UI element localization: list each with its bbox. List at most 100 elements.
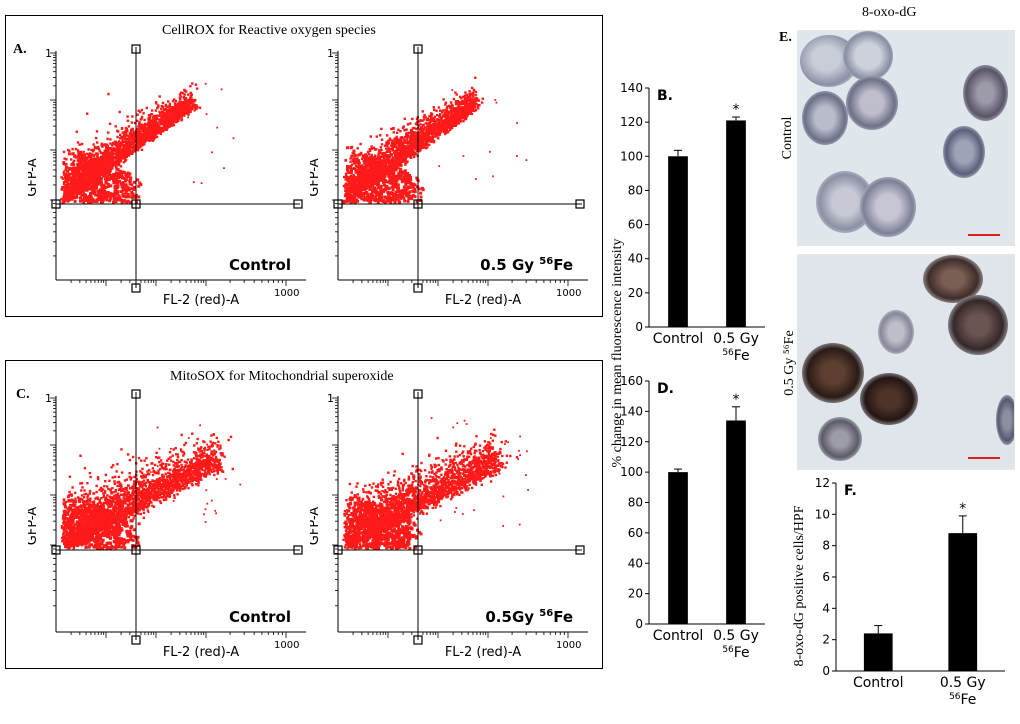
bar-1	[948, 533, 978, 671]
gate-handle-0	[131, 389, 141, 399]
panel-c-letter: C.	[16, 387, 30, 402]
flow-plot-c-fe: 1 1000 GFP-A FL-2 (red)-A 0.5Gy 56Fe	[310, 389, 588, 660]
scatter-points	[60, 82, 235, 205]
x-max-label: 1000	[274, 288, 299, 299]
panel-a-letter: A.	[13, 42, 27, 57]
scatter-points	[342, 76, 528, 204]
x-max-label: 1000	[274, 640, 299, 651]
y-tick-label: 160	[620, 374, 643, 388]
gate-handle-0	[413, 44, 423, 54]
scatter-points	[342, 417, 529, 550]
chart-letter: F.	[844, 483, 857, 499]
x-tick-label-0: Control	[653, 331, 704, 347]
y-tick-label: 80	[628, 496, 643, 510]
flow-plot-a-control: 1 1000 GFP-A FL-2 (red)-A Control	[28, 44, 306, 308]
y-max-label: 1	[45, 392, 52, 405]
x-tick-label-1: 0.5 Gy	[713, 331, 759, 347]
y-tick-label: 2	[822, 633, 830, 647]
gate-handle-1	[51, 199, 61, 209]
y-tick-label: 20	[628, 286, 643, 300]
y-axis-label: GFP-A	[28, 158, 40, 197]
y-tick-label: 0	[635, 617, 643, 631]
y-tick-label: 0	[635, 320, 643, 334]
sample-label: 0.5Gy 56Fe	[485, 608, 573, 626]
x-tick-label-1: 0.5 Gy	[940, 675, 986, 691]
gate-handle-0	[131, 44, 141, 54]
gate-handle-2	[413, 199, 423, 209]
x-tick-label-1: 0.5 Gy	[713, 628, 759, 644]
bar-0	[863, 633, 893, 671]
gate-handle-1	[51, 545, 61, 555]
y-tick-label: 60	[628, 218, 643, 232]
gate-handle-4	[131, 635, 141, 645]
y-axis-label: GFP-A	[310, 507, 322, 546]
y-tick-label: 20	[628, 587, 643, 601]
y-tick-label: 100	[620, 465, 643, 479]
scale-bar-fe	[968, 457, 1000, 459]
panel-c-title: MitoSOX for Mitochondrial superoxide	[170, 369, 394, 384]
sample-label: Control	[229, 608, 291, 626]
y-tick-label: 120	[620, 435, 643, 449]
chart-letter: D.	[657, 381, 674, 397]
x-max-label: 1000	[556, 640, 581, 651]
micrograph-row-label-control: Control	[780, 116, 795, 160]
x-tick-label-0: Control	[853, 675, 904, 691]
y-axis-label: GFP-A	[28, 507, 40, 546]
y-tick-label: 4	[822, 601, 830, 615]
x-tick-label-0: Control	[653, 628, 704, 644]
y-tick-label: 120	[620, 115, 643, 129]
micrograph-control	[797, 30, 1015, 246]
micrograph-fe	[797, 254, 1015, 470]
gate-handle-4	[413, 283, 423, 293]
panel-e-letter: E.	[779, 30, 792, 45]
bar-1	[726, 420, 746, 624]
x-axis-label: FL-2 (red)-A	[163, 293, 239, 308]
x-axis-label: FL-2 (red)-A	[445, 293, 521, 308]
y-tick-label: 100	[620, 149, 643, 163]
chart-letter: B.	[657, 88, 673, 104]
flow-plot-a-fe: 1 1000 GFP-A FL-2 (red)-A 0.5 Gy 56Fe	[310, 44, 588, 308]
significance-mark-1: *	[733, 392, 740, 408]
x-axis-label: FL-2 (red)-A	[163, 645, 239, 660]
y-tick-label: 12	[815, 476, 830, 490]
flow-plot-c-control: 1 1000 GFP-A FL-2 (red)-A Control	[28, 389, 306, 660]
y-tick-label: 140	[620, 404, 643, 418]
gate-handle-3	[575, 199, 585, 209]
x-max-label: 1000	[556, 288, 581, 299]
bar-1	[726, 120, 746, 327]
y-tick-label: 6	[822, 570, 830, 584]
scale-bar-control	[968, 234, 1000, 236]
sample-label: 0.5 Gy 56Fe	[480, 256, 573, 274]
y-tick-label: 40	[628, 252, 643, 266]
sample-label: Control	[229, 256, 291, 274]
gate-handle-0	[413, 389, 423, 399]
significance-mark-1: *	[733, 102, 740, 118]
micrograph-row-label-fe: 0.5 Gy ⁵⁶Fe	[782, 330, 797, 396]
y-max-label: 1	[45, 47, 52, 60]
gate-handle-2	[413, 545, 423, 555]
scatter-points	[60, 424, 242, 550]
gate-handle-2	[131, 199, 141, 209]
bar-0	[668, 156, 688, 327]
y-tick-label: 140	[620, 81, 643, 95]
y-tick-label: 60	[628, 526, 643, 540]
gate-handle-1	[333, 545, 343, 555]
gate-handle-4	[413, 635, 423, 645]
x-axis-label: FL-2 (red)-A	[445, 645, 521, 660]
y-max-label: 1	[327, 392, 334, 405]
gate-handle-2	[131, 545, 141, 555]
y-tick-label: 40	[628, 556, 643, 570]
bar-0	[668, 472, 688, 624]
y-tick-label: 0	[822, 664, 830, 678]
panel-a-title: CellROX for Reactive oxygen species	[162, 23, 376, 38]
y-axis-label: GFP-A	[310, 158, 322, 197]
gate-handle-3	[575, 545, 585, 555]
x-tick-label-line2-1: 56Fe	[722, 645, 749, 661]
gate-handle-3	[293, 199, 303, 209]
gate-handle-1	[333, 199, 343, 209]
chart-f-y-axis-label: 8-oxo-dG positive cells/HPF	[792, 505, 807, 667]
gate-handle-3	[293, 545, 303, 555]
